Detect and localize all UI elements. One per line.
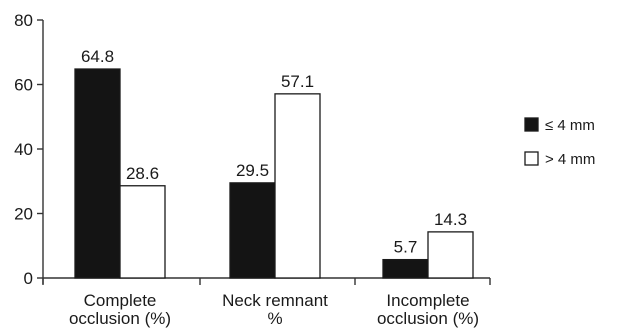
x-category-label: Incomplete	[386, 291, 469, 310]
x-category-label: %	[267, 309, 282, 328]
bar-value-label: 5.7	[394, 238, 418, 257]
legend: ≤ 4 mm > 4 mm	[524, 117, 595, 168]
bar	[274, 93, 321, 279]
x-category-label: occlusion (%)	[377, 309, 479, 328]
legend-label: > 4 mm	[545, 151, 595, 168]
y-tick-label: 0	[24, 269, 33, 288]
bar-value-label: 28.6	[126, 164, 159, 183]
legend-swatch	[524, 151, 539, 166]
bar	[427, 231, 474, 279]
y-tick-label: 60	[14, 76, 33, 95]
legend-swatch	[524, 117, 539, 132]
x-category-label: occlusion (%)	[69, 309, 171, 328]
y-tick-label: 80	[14, 11, 33, 30]
x-category-label: Complete	[84, 291, 157, 310]
bar	[119, 185, 166, 279]
bar-value-label: 14.3	[434, 210, 467, 229]
y-tick-label: 20	[14, 205, 33, 224]
bar-value-label: 29.5	[236, 161, 269, 180]
bars: 64.8 28.6 29.5 57.1 5.7 14.3	[74, 47, 474, 279]
bar	[382, 258, 429, 279]
bar	[229, 182, 276, 279]
bar	[74, 68, 121, 279]
legend-label: ≤ 4 mm	[545, 117, 595, 134]
x-category-label: Neck remnant	[222, 291, 328, 310]
bar-value-label: 64.8	[81, 47, 114, 66]
bar-value-label: 57.1	[281, 72, 314, 91]
y-tick-label: 40	[14, 140, 33, 159]
